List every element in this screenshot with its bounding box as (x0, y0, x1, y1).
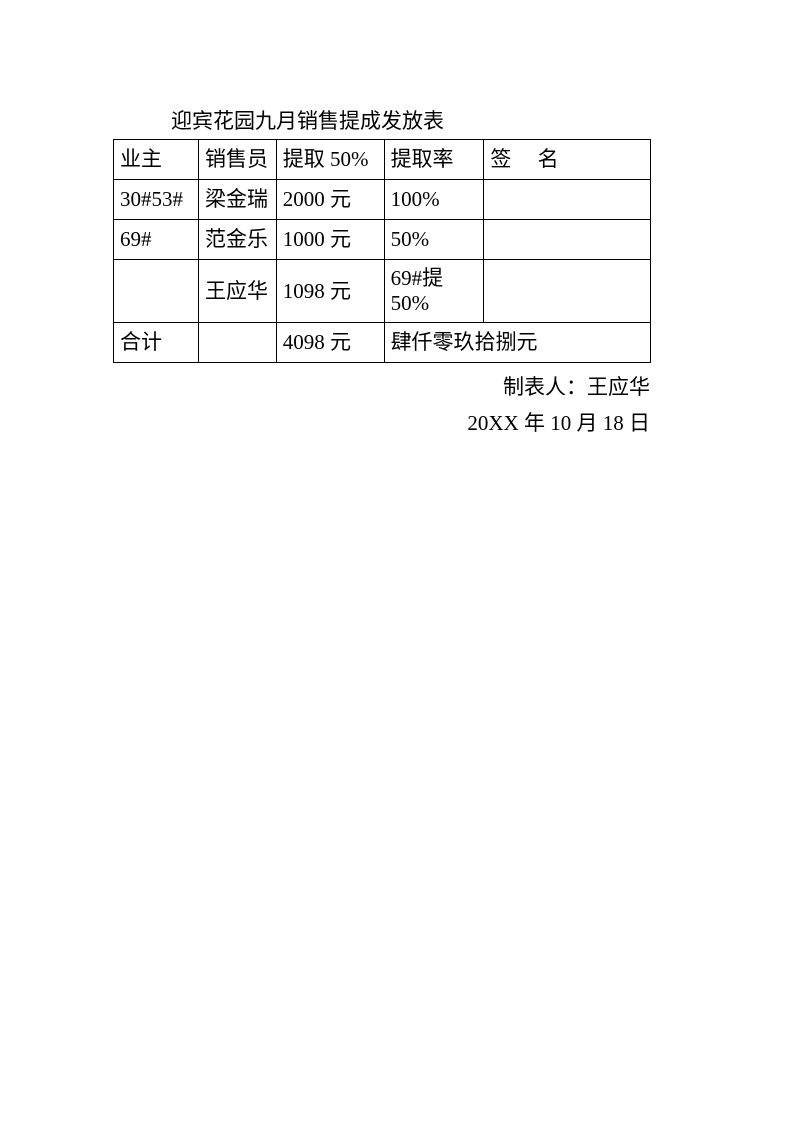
cell-amount: 1000 元 (276, 220, 384, 260)
table-row: 王应华 1098 元 69#提 50% (114, 260, 651, 323)
cell-amount: 1098 元 (276, 260, 384, 323)
table-header-row: 业主 销售员 提取 50% 提取率 签 名 (114, 140, 651, 180)
cell-owner: 30#53# (114, 180, 199, 220)
cell-total-label: 合计 (114, 323, 199, 363)
cell-amount: 2000 元 (276, 180, 384, 220)
cell-owner (114, 260, 199, 323)
cell-rate: 100% (384, 180, 484, 220)
footer-info: 制表人：王应华 20XX 年 10 月 18 日 (113, 371, 688, 437)
cell-rate: 50% (384, 220, 484, 260)
document-title: 迎宾花园九月销售提成发放表 (113, 105, 688, 135)
maker-text: 制表人：王应华 (113, 371, 678, 401)
cell-total-salesperson (198, 323, 276, 363)
cell-owner: 69# (114, 220, 199, 260)
table-row: 30#53# 梁金瑞 2000 元 100% (114, 180, 651, 220)
date-text: 20XX 年 10 月 18 日 (113, 407, 678, 437)
header-owner: 业主 (114, 140, 199, 180)
cell-salesperson: 梁金瑞 (198, 180, 276, 220)
page-content: 迎宾花园九月销售提成发放表 业主 销售员 提取 50% 提取率 签 名 30#5… (113, 105, 688, 437)
header-signature: 签 名 (484, 140, 651, 180)
cell-signature (484, 180, 651, 220)
header-amount: 提取 50% (276, 140, 384, 180)
table-row: 69# 范金乐 1000 元 50% (114, 220, 651, 260)
header-salesperson: 销售员 (198, 140, 276, 180)
commission-table: 业主 销售员 提取 50% 提取率 签 名 30#53# 梁金瑞 2000 元 … (113, 139, 651, 363)
cell-salesperson: 范金乐 (198, 220, 276, 260)
header-rate: 提取率 (384, 140, 484, 180)
cell-signature (484, 260, 651, 323)
cell-salesperson: 王应华 (198, 260, 276, 323)
cell-total-combined: 肆仟零玖拾捌元 (384, 323, 650, 363)
cell-signature (484, 220, 651, 260)
cell-rate: 69#提 50% (384, 260, 484, 323)
cell-total-amount: 4098 元 (276, 323, 384, 363)
table-total-row: 合计 4098 元 肆仟零玖拾捌元 (114, 323, 651, 363)
